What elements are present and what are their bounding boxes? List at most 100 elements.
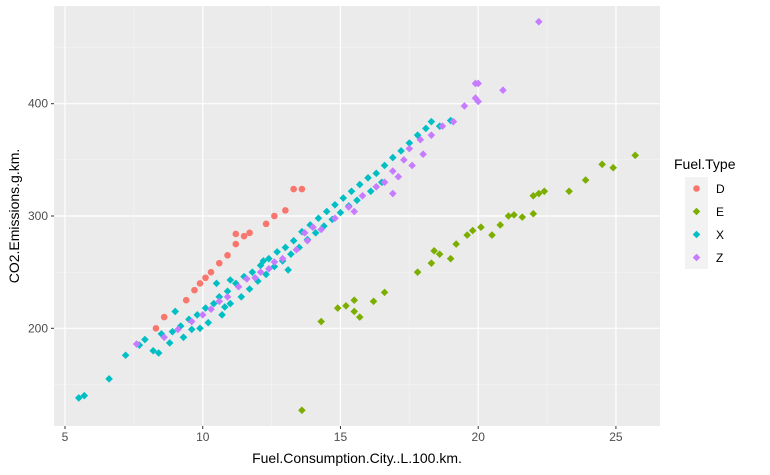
x-tick-label: 25 [609, 430, 623, 444]
data-point [355, 180, 364, 189]
legend-marker-Z [692, 253, 701, 262]
data-point [152, 324, 160, 332]
data-point [347, 187, 356, 196]
data-point [215, 297, 224, 306]
data-point [262, 220, 270, 228]
data-point [207, 305, 215, 314]
legend-label-X: X [716, 228, 724, 242]
data-point [265, 254, 273, 263]
data-point [243, 275, 251, 283]
data-point [460, 102, 469, 110]
data-point [311, 229, 320, 237]
data-points [74, 17, 640, 415]
data-point [141, 335, 149, 344]
series-D [152, 185, 306, 332]
data-point [331, 214, 339, 223]
data-point [581, 176, 590, 184]
data-point [256, 268, 265, 276]
legend-marker-D [693, 185, 700, 192]
data-point [535, 189, 543, 198]
data-point [397, 147, 405, 155]
y-tick-label: 300 [28, 209, 48, 223]
data-point [435, 250, 444, 258]
data-point [218, 311, 226, 319]
data-point [160, 313, 168, 321]
data-point [474, 79, 482, 88]
data-point [298, 185, 306, 193]
data-point [446, 254, 455, 263]
x-tick-label: 10 [196, 430, 210, 444]
data-point [187, 317, 196, 326]
series-E [298, 151, 640, 415]
data-point [196, 280, 204, 287]
data-point [240, 272, 248, 281]
data-point [278, 254, 287, 263]
data-point [234, 282, 243, 291]
data-point [282, 207, 289, 214]
data-point [463, 231, 471, 239]
data-point [204, 318, 213, 327]
data-point [358, 191, 367, 200]
data-point [350, 207, 359, 216]
data-point [427, 259, 436, 267]
data-point [174, 325, 182, 334]
data-point [270, 258, 279, 266]
data-point [292, 245, 301, 254]
x-tick-label: 20 [472, 430, 486, 444]
data-point [510, 211, 518, 219]
data-point [427, 117, 436, 126]
data-point [518, 213, 527, 221]
data-point [168, 327, 177, 336]
data-point [157, 330, 166, 338]
series-Z [132, 17, 543, 348]
data-point [207, 268, 215, 276]
data-point [380, 161, 389, 170]
data-point [504, 212, 513, 220]
data-point [394, 172, 403, 181]
data-point [529, 209, 538, 218]
y-axis-title: CO2.Emissions.g.km. [6, 149, 22, 284]
data-point [251, 273, 259, 282]
legend-label-E: E [716, 205, 724, 219]
data-point [317, 225, 325, 234]
data-point [74, 394, 83, 402]
data-point [232, 279, 240, 288]
data-point [328, 215, 337, 224]
data-point [80, 391, 89, 400]
y-axis-ticks: 200 300 400 [28, 97, 54, 335]
x-axis-ticks: 5 10 15 20 25 [62, 426, 623, 444]
data-point [317, 317, 325, 326]
data-point [232, 240, 240, 248]
data-point [179, 333, 188, 342]
data-point [191, 286, 198, 294]
data-point [202, 274, 209, 282]
data-point [309, 223, 317, 232]
data-point [259, 257, 268, 265]
x-tick-label: 5 [62, 430, 69, 444]
data-point [413, 268, 422, 276]
data-point [540, 187, 549, 196]
data-point [366, 187, 375, 196]
data-point [171, 307, 179, 316]
data-point [488, 231, 496, 239]
data-point [187, 325, 196, 334]
data-point [290, 185, 297, 193]
data-point [193, 311, 202, 319]
y-tick-label: 400 [28, 97, 48, 111]
data-point [389, 189, 397, 198]
data-point [496, 221, 505, 229]
data-point [220, 303, 229, 311]
data-point [270, 262, 279, 271]
y-tick-label: 200 [28, 321, 48, 335]
data-point [477, 223, 485, 232]
data-point [271, 212, 278, 220]
data-point [322, 207, 331, 216]
data-point [281, 243, 290, 252]
data-point [215, 259, 223, 267]
legend-label-Z: Z [716, 251, 723, 265]
data-point [372, 183, 381, 191]
data-point [474, 97, 482, 106]
data-point [609, 163, 617, 172]
data-point [389, 153, 397, 162]
